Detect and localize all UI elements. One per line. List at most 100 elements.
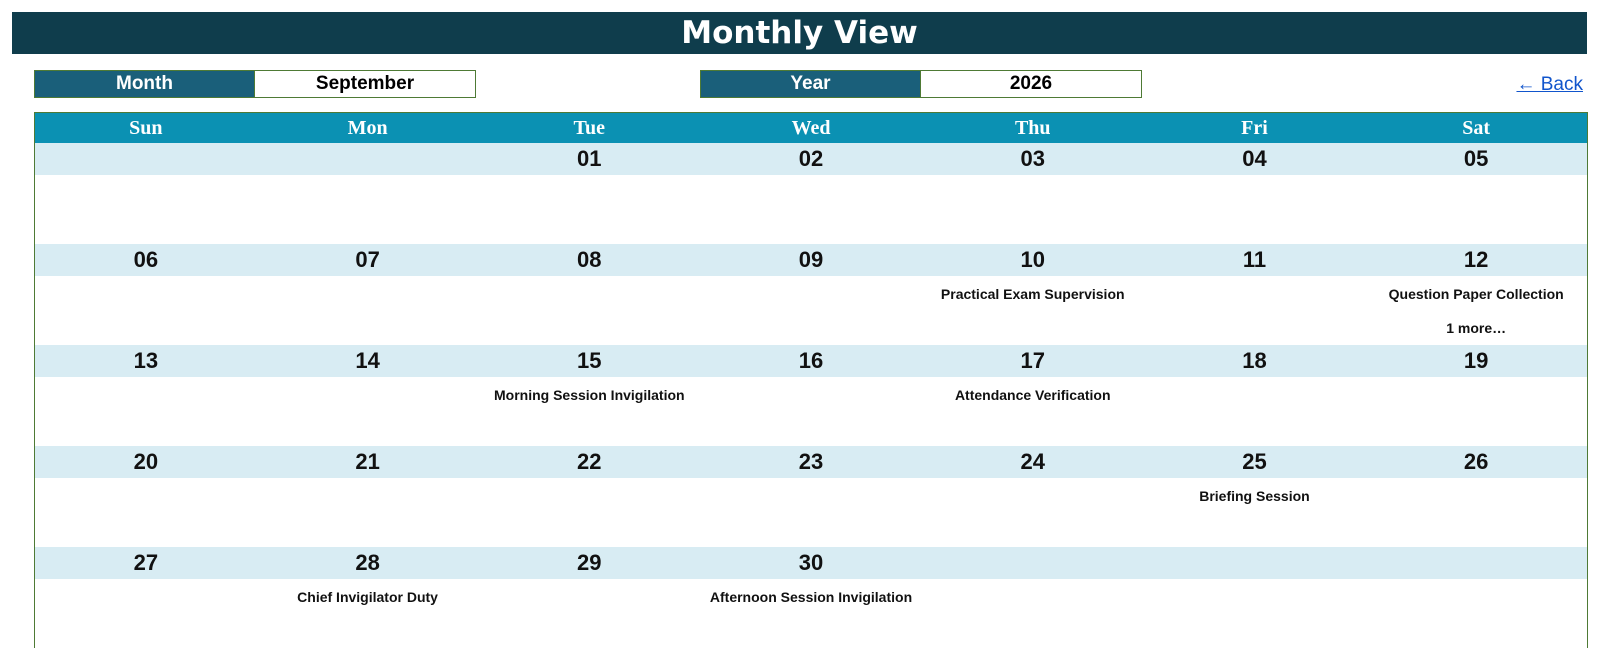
weeks-container: 01 02 03 04 05 06 07 08 09 10 11 12 Practical Exam S… xyxy=(35,143,1587,648)
day-events-cell xyxy=(257,276,479,345)
day-number[interactable]: 20 xyxy=(133,449,159,474)
day-events-cell xyxy=(700,175,922,244)
calendar-week: 20 21 22 23 24 25 26 Briefing Session xyxy=(35,446,1587,547)
day-number[interactable]: 27 xyxy=(133,550,159,575)
day-number[interactable]: 01 xyxy=(577,146,602,171)
day-events-cell xyxy=(700,478,922,547)
day-number[interactable]: 02 xyxy=(798,146,824,171)
date-row: 27 28 29 30 xyxy=(35,547,1587,579)
day-events-cell xyxy=(922,175,1144,244)
day-number[interactable]: 23 xyxy=(798,449,824,474)
day-events-cell: Afternoon Session Invigilation xyxy=(700,579,922,648)
event-row: Practical Exam Supervision Question Paper… xyxy=(35,276,1587,345)
event-row: Morning Session Invigilation Attendance V… xyxy=(35,377,1587,446)
day-number[interactable]: 13 xyxy=(133,348,159,373)
month-selector: Month September xyxy=(34,70,476,98)
day-number[interactable]: 03 xyxy=(1020,146,1045,171)
day-number[interactable]: 14 xyxy=(355,348,380,373)
day-events-cell xyxy=(35,377,257,446)
day-events-cell: Practical Exam Supervision xyxy=(922,276,1144,345)
day-events-cell xyxy=(1144,579,1366,648)
calendar-week: 27 28 29 30 Chief Invigilator Duty Afternoon … xyxy=(35,547,1587,648)
day-number xyxy=(922,547,1144,579)
day-number[interactable]: 16 xyxy=(798,348,824,373)
day-number[interactable]: 26 xyxy=(1463,449,1489,474)
calendar-week: 06 07 08 09 10 11 12 Practical Exam Supervision… xyxy=(35,244,1587,345)
weekday-header: Tue xyxy=(573,116,606,139)
date-row: 06 07 08 09 10 11 12 xyxy=(35,244,1587,276)
day-number[interactable]: 22 xyxy=(577,449,602,474)
day-events-cell: Attendance Verification xyxy=(922,377,1144,446)
day-number[interactable]: 15 xyxy=(577,348,602,373)
weekday-header: Wed xyxy=(791,116,831,139)
back-link[interactable]: ← Back xyxy=(1516,74,1583,95)
calendar-event[interactable]: Practical Exam Supervision xyxy=(940,286,1125,302)
day-number[interactable]: 12 xyxy=(1463,247,1489,272)
day-number[interactable]: 29 xyxy=(577,550,602,575)
weekday-header: Mon xyxy=(347,116,388,139)
month-value-field[interactable]: September xyxy=(255,70,476,98)
calendar-event[interactable]: Question Paper Collection xyxy=(1388,286,1564,302)
day-events-cell xyxy=(1365,478,1587,547)
day-events-cell xyxy=(922,579,1144,648)
day-events-cell xyxy=(257,478,479,547)
day-number xyxy=(1144,547,1366,579)
date-row: 13 14 15 16 17 18 19 xyxy=(35,345,1587,377)
day-events-cell: Briefing Session xyxy=(1144,478,1366,547)
day-number[interactable]: 24 xyxy=(1020,449,1045,474)
day-number[interactable]: 21 xyxy=(355,449,380,474)
day-number[interactable]: 04 xyxy=(1242,146,1267,171)
day-number[interactable]: 18 xyxy=(1242,348,1267,373)
day-number[interactable]: 30 xyxy=(798,550,824,575)
day-number[interactable]: 09 xyxy=(798,247,824,272)
day-events-cell xyxy=(700,377,922,446)
day-events-cell xyxy=(700,276,922,345)
calendar-event[interactable]: Briefing Session xyxy=(1199,488,1310,504)
month-label: Month xyxy=(34,70,255,98)
day-number xyxy=(35,143,257,175)
day-number xyxy=(1365,547,1587,579)
day-number[interactable]: 25 xyxy=(1242,449,1267,474)
day-number[interactable]: 07 xyxy=(355,247,380,272)
year-label: Year xyxy=(700,70,921,98)
day-number xyxy=(257,143,479,175)
day-events-cell xyxy=(1144,276,1366,345)
day-events-cell xyxy=(35,276,257,345)
day-events-cell xyxy=(478,175,700,244)
day-number[interactable]: 06 xyxy=(133,247,159,272)
day-events-cell xyxy=(35,175,257,244)
page-title: Monthly View xyxy=(12,12,1587,54)
calendar-event[interactable]: Attendance Verification xyxy=(954,387,1111,403)
day-events-cell: Morning Session Invigilation xyxy=(478,377,700,446)
calendar-week: 13 14 15 16 17 18 19 Morning Session Invigilati… xyxy=(35,345,1587,446)
day-number[interactable]: 10 xyxy=(1020,247,1045,272)
day-events-cell xyxy=(478,579,700,648)
date-row: 20 21 22 23 24 25 26 xyxy=(35,446,1587,478)
calendar-event[interactable]: Chief Invigilator Duty xyxy=(297,589,438,605)
day-events-cell xyxy=(35,579,257,648)
day-number[interactable]: 11 xyxy=(1242,247,1267,272)
day-events-cell xyxy=(1365,579,1587,648)
day-events-cell xyxy=(257,175,479,244)
day-events-cell: Chief Invigilator Duty xyxy=(257,579,479,648)
event-row: Chief Invigilator Duty Afternoon Session … xyxy=(35,579,1587,648)
calendar-event[interactable]: Morning Session Invigilation xyxy=(494,387,685,403)
day-events-cell xyxy=(1365,377,1587,446)
day-number[interactable]: 19 xyxy=(1463,348,1489,373)
calendar-grid: Sun Mon Tue Wed Thu Fri Sat 01 02 03 04 05 06… xyxy=(34,112,1588,648)
weekday-header-row: Sun Mon Tue Wed Thu Fri Sat xyxy=(35,113,1587,143)
day-events-cell xyxy=(1365,175,1587,244)
date-row: 01 02 03 04 05 xyxy=(35,143,1587,175)
calendar-event[interactable]: Afternoon Session Invigilation xyxy=(709,589,913,605)
day-number[interactable]: 05 xyxy=(1463,146,1489,171)
day-events-cell xyxy=(35,478,257,547)
day-number[interactable]: 28 xyxy=(355,550,380,575)
day-number[interactable]: 17 xyxy=(1020,348,1045,373)
day-number[interactable]: 08 xyxy=(577,247,602,272)
year-selector: Year 2026 xyxy=(700,70,1142,98)
event-row xyxy=(35,175,1587,244)
more-events-link[interactable]: 1 more… xyxy=(1446,320,1507,336)
year-value-field[interactable]: 2026 xyxy=(921,70,1142,98)
weekday-header: Thu xyxy=(1014,116,1051,139)
weekday-header: Fri xyxy=(1241,116,1268,139)
